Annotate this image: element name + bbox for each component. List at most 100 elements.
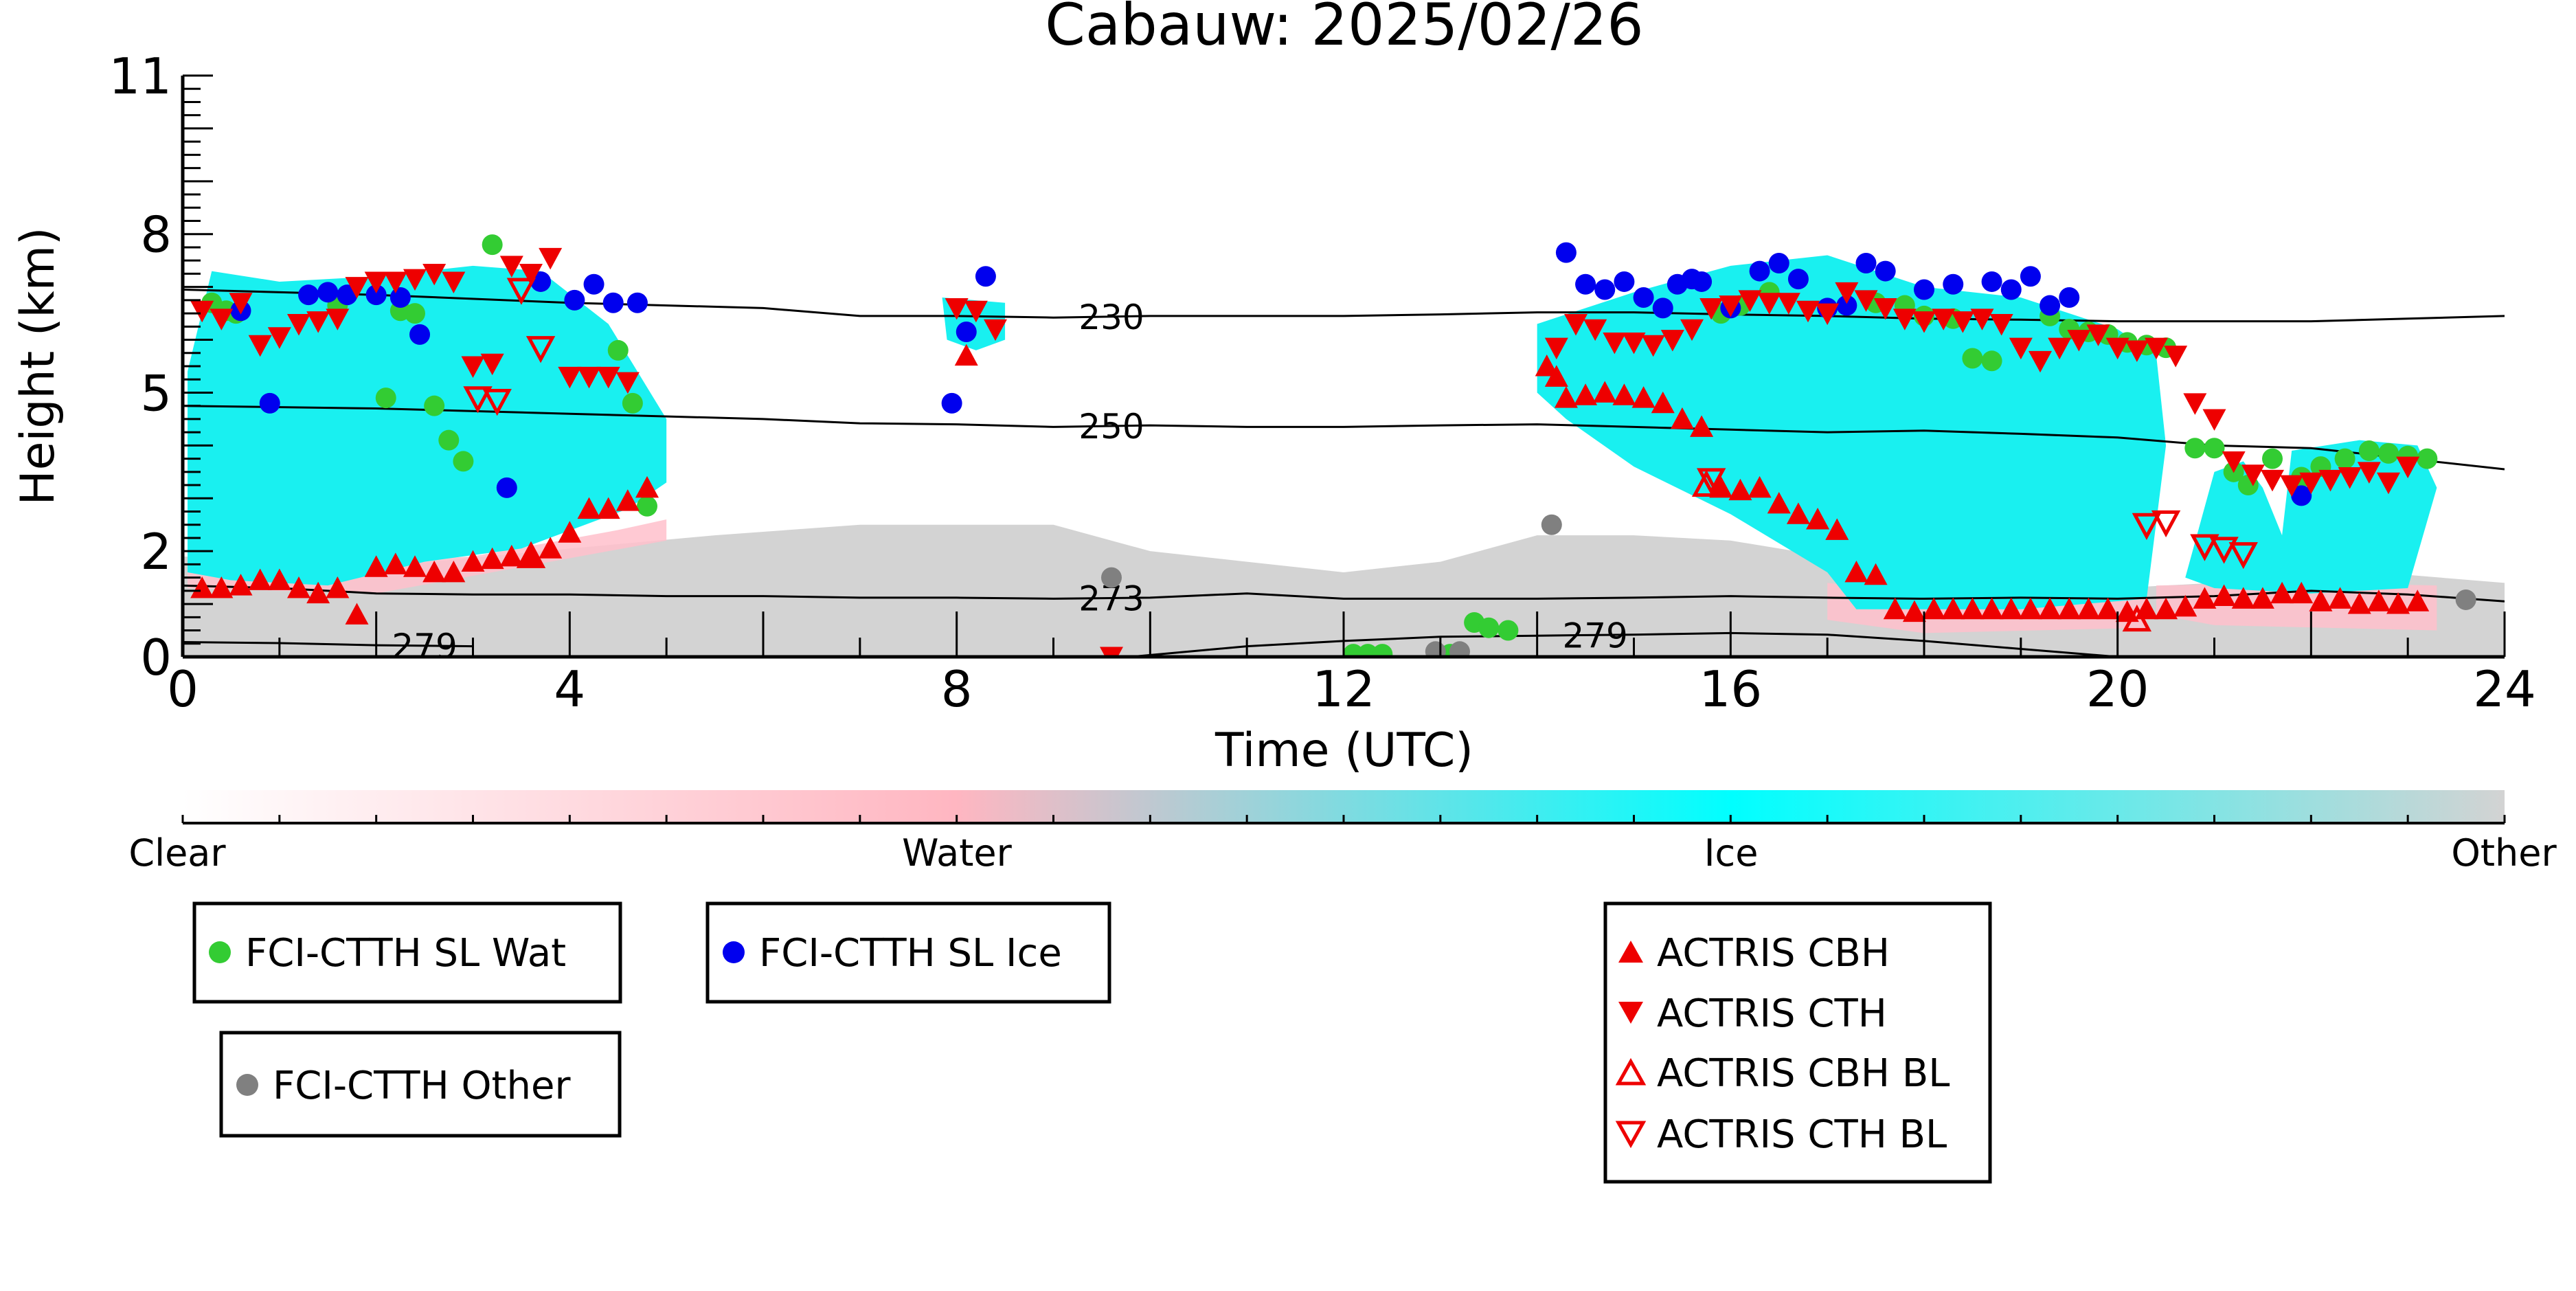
marker-actris-cth	[2009, 337, 2033, 360]
marker-actris-cth	[248, 335, 272, 357]
legend-label-cbh-bl: ACTRIS CBH BL	[1657, 1051, 1950, 1096]
point-fci-ctth-sl-wat	[2262, 448, 2283, 469]
marker-actris-cbh	[539, 537, 563, 559]
y-tick-label: 0	[140, 629, 172, 686]
point-fci-ctth-sl-wat	[2358, 440, 2380, 462]
point-fci-ctth-sl-ice	[956, 322, 977, 343]
marker-actris-cbh	[519, 544, 543, 567]
point-fci-ctth-sl-wat	[2417, 448, 2438, 469]
x-axis-label: Time (UTC)	[1214, 723, 1473, 778]
marker-actris-cbh	[1593, 381, 1617, 403]
marker-actris-cbh	[954, 344, 978, 366]
marker-actris-cth	[2377, 472, 2400, 495]
marker-actris-cbh	[2366, 590, 2391, 611]
marker-actris-cth	[2029, 350, 2052, 373]
point-fci-ctth-sl-ice	[626, 292, 648, 313]
point-fci-ctth-sl-wat	[2204, 438, 2225, 459]
marker-actris-cth	[422, 263, 447, 286]
marker-actris-cbh-bl	[1691, 469, 1721, 497]
point-fci-ctth-sl-wat	[482, 234, 503, 256]
marker-actris-cth	[1854, 290, 1878, 312]
point-fci-ctth-sl-ice	[975, 266, 996, 287]
marker-actris-cbh-bl	[516, 541, 546, 568]
point-fci-ctth-sl-ice	[1875, 260, 1896, 282]
point-fci-ctth-sl-wat	[622, 392, 643, 414]
marker-actris-cbh	[2173, 594, 2197, 617]
point-fci-ctth-other	[2455, 589, 2476, 610]
marker-actris-cth	[2299, 472, 2323, 495]
marker-actris-cth	[229, 293, 253, 315]
point-fci-ctth-sl-wat	[375, 388, 396, 409]
point-fci-ctth-sl-ice	[1855, 253, 1877, 274]
marker-actris-cbh	[2212, 584, 2236, 607]
marker-actris-cth-bl	[526, 336, 556, 363]
point-fci-ctth-sl-wat	[2334, 448, 2355, 469]
marker-actris-cth-bl	[506, 278, 536, 305]
marker-actris-cth-bl	[463, 386, 493, 414]
chart-title: Cabauw: 2025/02/26	[1045, 0, 1643, 58]
marker-actris-cth	[1660, 330, 1684, 352]
point-fci-ctth-sl-wat	[2378, 442, 2399, 464]
marker-actris-cbh	[635, 475, 659, 498]
marker-actris-cth	[1970, 308, 1994, 330]
point-fci-ctth-sl-ice	[1914, 279, 1934, 300]
marker-actris-cth	[615, 372, 640, 394]
point-fci-ctth-sl-ice	[2040, 295, 2061, 316]
marker-actris-cth	[326, 308, 350, 330]
point-fci-ctth-sl-ice	[583, 273, 605, 295]
marker-actris-cbh	[2328, 587, 2352, 609]
marker-actris-cbh	[558, 521, 582, 543]
point-fci-ctth-sl-ice	[564, 289, 585, 311]
marker-actris-cth	[1100, 647, 1123, 657]
marker-actris-cth	[267, 327, 291, 349]
marker-actris-cth	[2145, 337, 2168, 360]
marker-actris-cth	[2202, 409, 2226, 431]
marker-actris-cth	[558, 366, 582, 389]
marker-actris-cbh	[1748, 475, 1772, 498]
marker-actris-cth	[2338, 467, 2362, 489]
point-fci-ctth-sl-ice	[365, 284, 387, 306]
marker-actris-cbh	[2406, 590, 2430, 611]
marker-actris-cth-bl	[2151, 510, 2181, 538]
marker-actris-cth	[539, 247, 563, 270]
point-fci-ctth-sl-ice	[389, 287, 411, 308]
point-fci-ctth-other	[1449, 641, 1470, 657]
contour-label: 230	[1078, 298, 1144, 337]
marker-actris-cbh	[267, 568, 291, 590]
x-tick-label: 16	[1699, 660, 1763, 718]
marker-actris-cbh	[1825, 518, 1849, 540]
marker-actris-cbh	[1554, 386, 1578, 408]
marker-actris-cth	[2183, 393, 2207, 415]
marker-actris-cth	[984, 319, 1007, 341]
marker-actris-cth	[1796, 300, 1820, 323]
point-fci-ctth-sl-wat	[2184, 438, 2206, 459]
legend-box-wat: FCI-CTTH SL Wat	[192, 901, 622, 1004]
marker-actris-cth	[2125, 340, 2149, 362]
y-tick-label: 8	[140, 206, 172, 264]
marker-actris-cth	[1776, 293, 1800, 315]
marker-actris-cth	[1757, 293, 1781, 315]
point-fci-ctth-sl-wat	[453, 451, 474, 472]
legend-label-cth: ACTRIS CTH	[1657, 991, 1887, 1036]
point-fci-ctth-sl-wat	[1372, 644, 1393, 657]
marker-actris-cbh	[1670, 407, 1694, 429]
point-fci-ctth-sl-ice	[2291, 485, 2312, 506]
marker-actris-cth	[1564, 314, 1588, 336]
point-fci-ctth-sl-ice	[409, 324, 431, 345]
point-fci-ctth-sl-ice	[941, 392, 962, 414]
marker-actris-cbh	[2270, 581, 2294, 604]
marker-actris-cth	[1951, 311, 1975, 333]
marker-actris-cbh	[1922, 597, 1946, 620]
colorbar-label-clear: Clear	[128, 831, 226, 875]
marker-actris-cbh	[1864, 563, 1888, 585]
legends: FCI-CTTH SL Wat FCI-CTTH SL Ice FCI-CTTH…	[192, 901, 1992, 1184]
point-fci-ctth-sl-ice	[496, 477, 517, 498]
marker-actris-cth	[1816, 303, 1840, 326]
marker-actris-cth	[1989, 314, 2013, 336]
point-fci-ctth-sl-ice	[2059, 287, 2080, 308]
marker-actris-cth	[2164, 346, 2188, 368]
marker-actris-cth	[364, 271, 388, 293]
point-fci-ctth-sl-wat	[607, 339, 629, 361]
marker-actris-cbh	[287, 576, 310, 598]
contour-label: 279	[1562, 616, 1627, 655]
